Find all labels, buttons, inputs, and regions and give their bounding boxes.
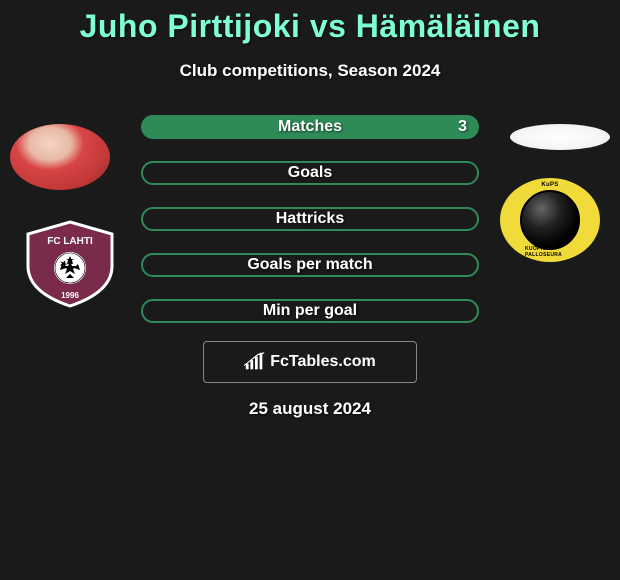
stat-row-goals: Goals [141,161,479,185]
club-right-crest: KuPS KUOPION PALLOSEURA [500,178,600,262]
player-left-photo [10,124,110,190]
stat-label: Goals [288,164,332,182]
club-left-crest: FC LAHTI 1996 [20,220,120,308]
club-right-name-top: KuPS [541,182,558,188]
stat-value: 3 [458,118,467,136]
stat-label: Goals per match [247,256,372,274]
football-icon [520,190,580,250]
page-title: Juho Pirttijoki vs Hämäläinen [0,0,620,45]
date-text: 25 august 2024 [0,399,620,419]
stat-row-hattricks: Hattricks [141,207,479,231]
chart-icon [244,352,266,372]
subtitle: Club competitions, Season 2024 [0,61,620,81]
stat-row-min-per-goal: Min per goal [141,299,479,323]
club-right-name-bottom: KUOPION PALLOSEURA [525,246,575,258]
stat-label: Hattricks [276,210,344,228]
player-right-photo [510,124,610,150]
attribution-badge: FcTables.com [203,341,417,383]
svg-text:FC LAHTI: FC LAHTI [47,236,93,247]
badge-text: FcTables.com [270,353,376,371]
stat-label: Min per goal [263,302,357,320]
stat-label: Matches [278,118,342,136]
svg-text:1996: 1996 [61,291,79,300]
stat-row-goals-per-match: Goals per match [141,253,479,277]
stat-row-matches: Matches 3 [141,115,479,139]
